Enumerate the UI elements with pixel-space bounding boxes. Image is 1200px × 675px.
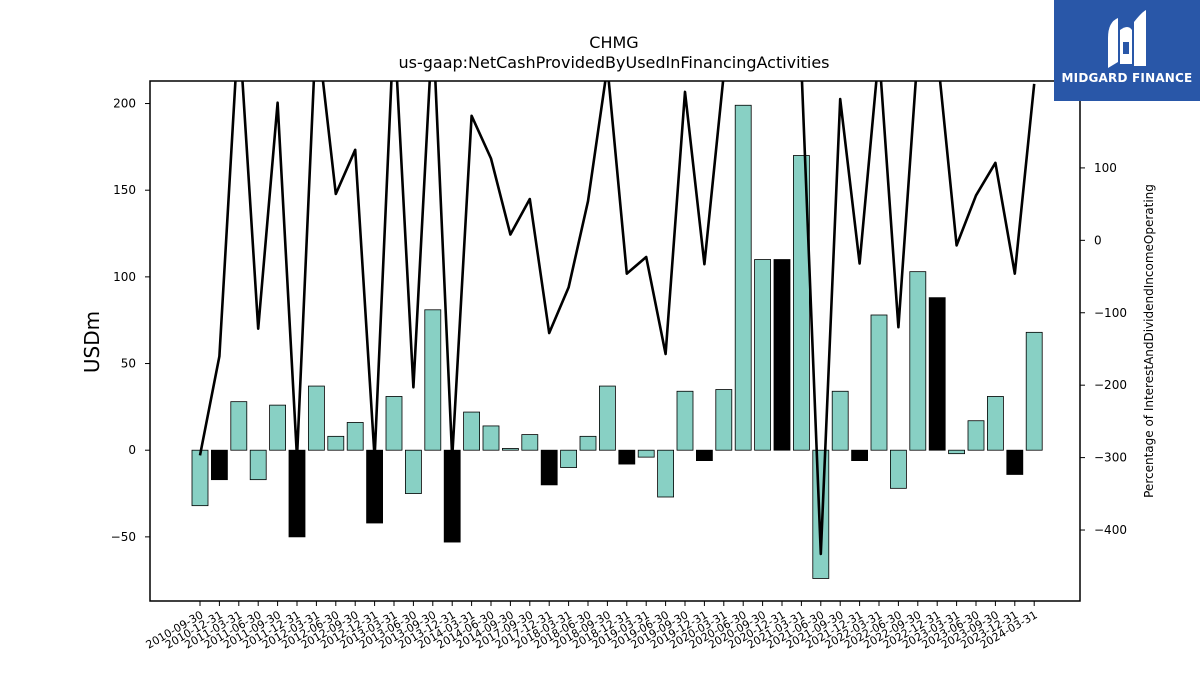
bar-2023-03-31 bbox=[948, 449, 965, 455]
bar-2012-09-30 bbox=[346, 422, 364, 451]
x-axis-ticks: 2010-09-302010-12-312011-03-312011-06-30… bbox=[144, 601, 1040, 652]
y2-tick-label: 100 bbox=[1094, 161, 1117, 175]
bar-2022-06-30 bbox=[890, 449, 907, 489]
y-tick-label: −50 bbox=[111, 530, 136, 544]
bar-2018-03-31 bbox=[560, 449, 577, 468]
bar-2019-09-30 bbox=[676, 390, 694, 451]
y2-tick-label: −300 bbox=[1094, 451, 1127, 465]
y-tick-label: 200 bbox=[113, 97, 136, 111]
bar-2017-09-30 bbox=[521, 434, 539, 451]
bar-2021-12-31 bbox=[851, 449, 868, 462]
bar-2019-12-31 bbox=[696, 449, 713, 462]
y-axis-label: USDm bbox=[80, 311, 104, 373]
y-tick-label: 50 bbox=[121, 357, 136, 371]
y2-tick-label: −200 bbox=[1094, 378, 1127, 392]
brand-logo: MIDGARD FINANCE bbox=[1054, 0, 1200, 101]
y2-tick-label: −400 bbox=[1094, 523, 1127, 537]
bar-2013-03-31 bbox=[385, 396, 403, 451]
chart-title: CHMG bbox=[589, 33, 638, 52]
bar-2023-06-30 bbox=[967, 420, 985, 451]
bar-2020-12-31 bbox=[773, 259, 791, 451]
bar-2022-12-31 bbox=[928, 297, 946, 451]
line-series-path bbox=[198, 81, 1036, 556]
bar-2011-09-30 bbox=[269, 404, 287, 451]
bar-2013-09-30 bbox=[424, 309, 442, 451]
bar-2019-06-30 bbox=[657, 449, 674, 498]
bar-2020-09-30 bbox=[754, 259, 771, 451]
y-tick-label: 0 bbox=[128, 443, 136, 457]
y2-tick-label: −100 bbox=[1094, 306, 1127, 320]
bar-2010-12-31 bbox=[210, 449, 228, 481]
bar-2021-06-30 bbox=[812, 449, 830, 579]
bar-2010-09-30 bbox=[191, 449, 209, 507]
chart-subtitle: us-gaap:NetCashProvidedByUsedInFinancing… bbox=[398, 53, 829, 72]
bar-2012-03-31 bbox=[307, 385, 325, 451]
logo-text: MIDGARD FINANCE bbox=[1061, 71, 1193, 85]
bar-2023-12-31 bbox=[1006, 449, 1024, 475]
bar-2018-09-30 bbox=[599, 385, 616, 451]
midgard-logo-icon bbox=[1108, 10, 1146, 68]
right-axis-ticks: −400 −300 −200 −100 0 100 bbox=[1080, 161, 1127, 537]
bar-2022-09-30 bbox=[909, 271, 927, 451]
left-axis-ticks: −50 0 50 100 150 200 bbox=[111, 97, 150, 544]
y-tick-label: 150 bbox=[113, 183, 136, 197]
bar-2024-03-31 bbox=[1025, 331, 1043, 451]
bar-2012-12-31 bbox=[366, 449, 384, 524]
line-series bbox=[198, 81, 1036, 556]
bar-2019-03-31 bbox=[637, 449, 655, 458]
bar-2020-06-30 bbox=[734, 104, 752, 451]
plot-frame bbox=[149, 80, 1081, 602]
bar-2018-06-30 bbox=[579, 435, 597, 451]
bar-2011-12-31 bbox=[288, 449, 306, 538]
bar-2021-03-31 bbox=[793, 155, 810, 451]
bar-2013-06-30 bbox=[404, 449, 422, 494]
bar-2011-06-30 bbox=[249, 449, 267, 481]
bar-2014-06-30 bbox=[482, 425, 500, 451]
bar-2022-03-31 bbox=[870, 314, 888, 451]
bar-2014-09-30 bbox=[501, 448, 519, 451]
y-tick-label: 100 bbox=[113, 270, 136, 284]
bar-2018-12-31 bbox=[618, 449, 636, 465]
bar-2017-12-31 bbox=[540, 449, 558, 486]
y2-axis-label: Percentage of InterestAndDividendIncomeO… bbox=[1142, 184, 1156, 498]
bar-series bbox=[191, 104, 1043, 579]
y2-tick-label: 0 bbox=[1094, 233, 1102, 247]
bar-2012-06-30 bbox=[327, 435, 345, 451]
bar-2021-09-30 bbox=[831, 390, 849, 451]
bar-2013-12-31 bbox=[443, 449, 461, 543]
bar-2011-03-31 bbox=[230, 401, 248, 451]
bar-2020-03-31 bbox=[715, 389, 733, 451]
bar-2014-03-31 bbox=[463, 411, 481, 451]
bar-2023-09-30 bbox=[987, 396, 1004, 451]
